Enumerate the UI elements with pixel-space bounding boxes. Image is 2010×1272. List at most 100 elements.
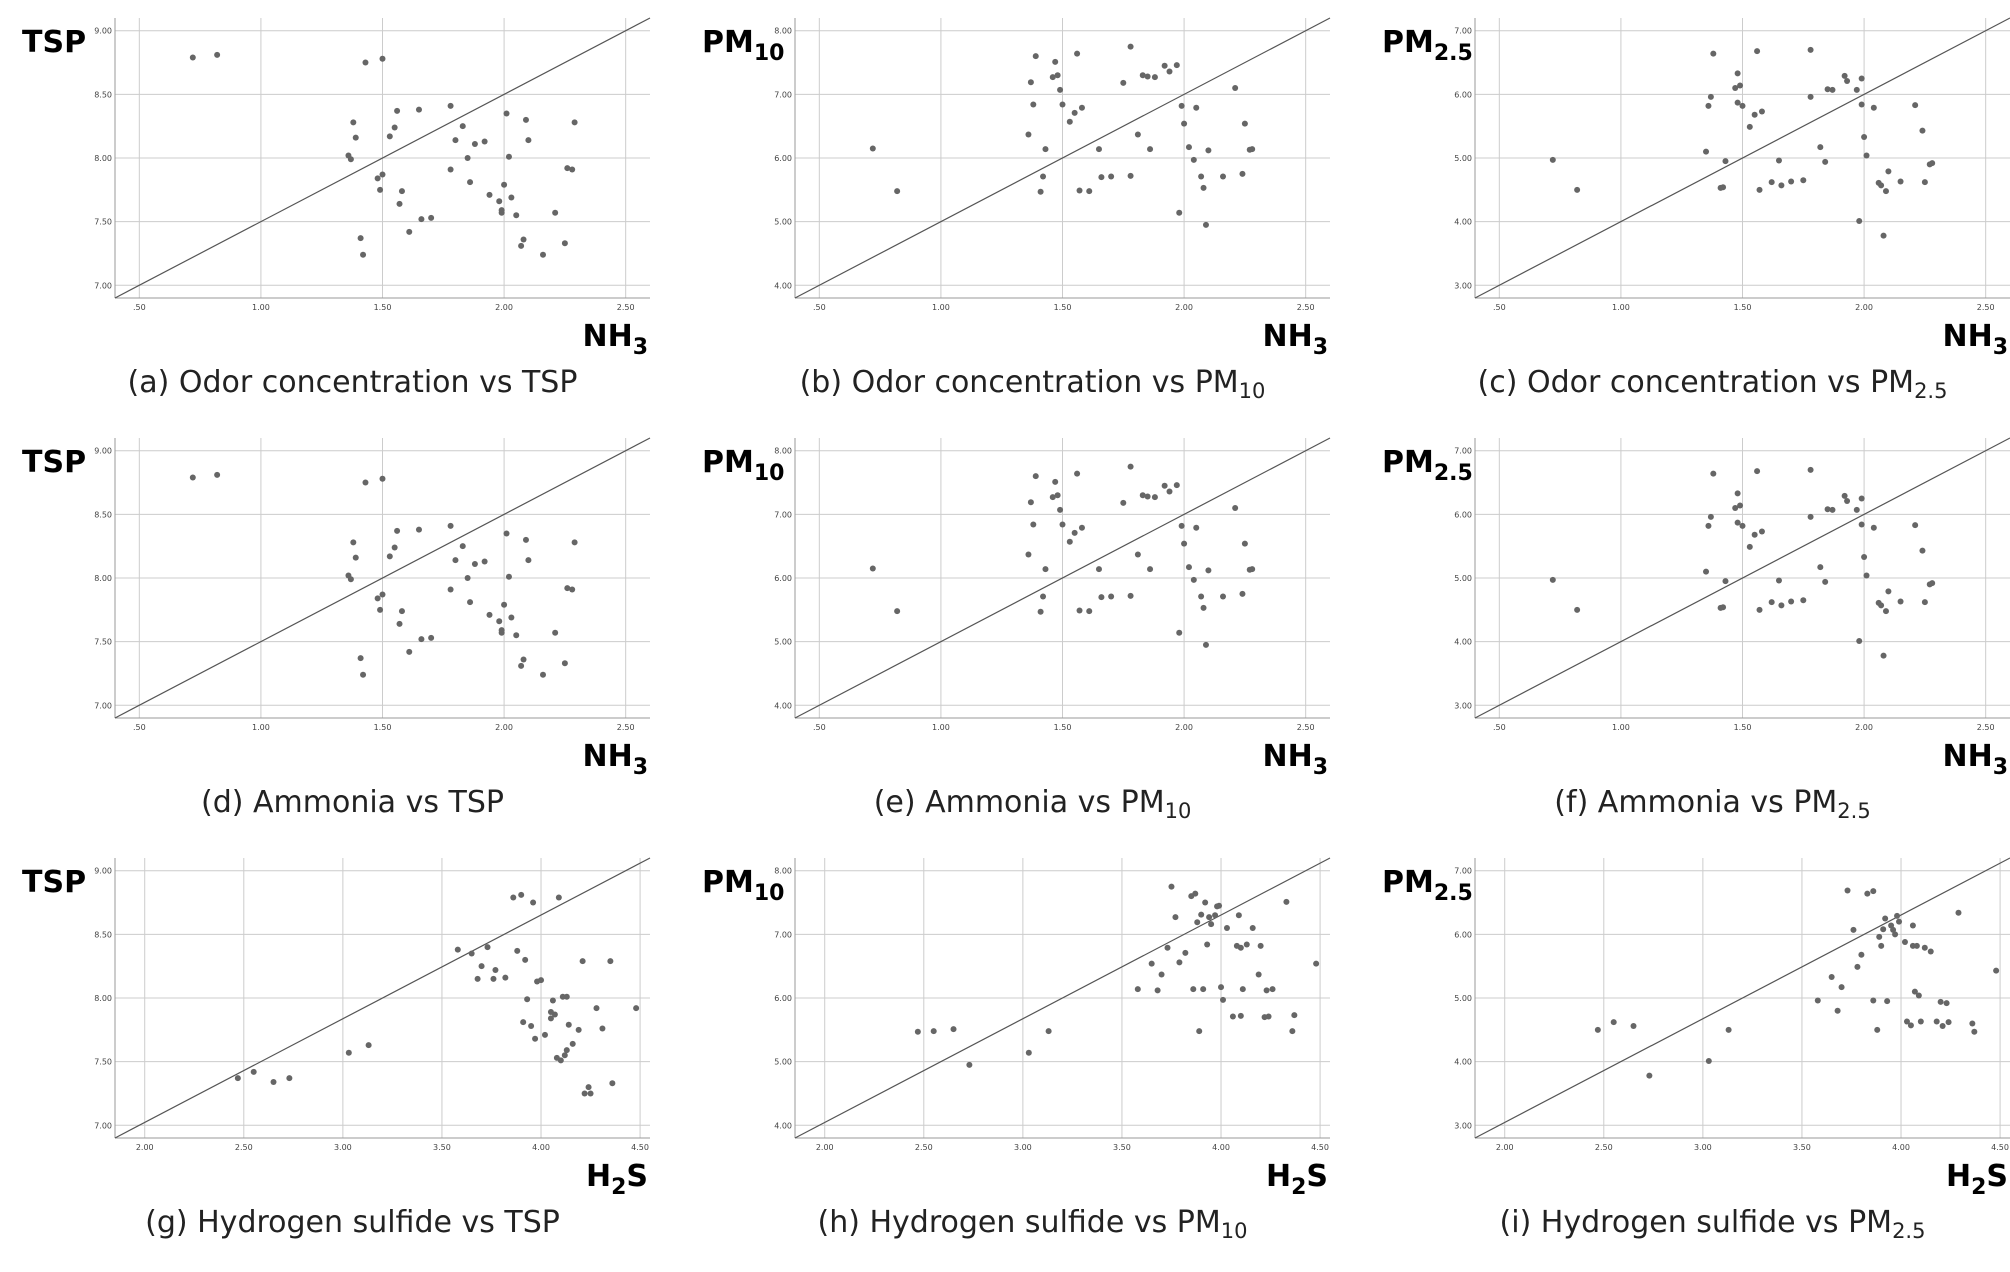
data-point: [1232, 505, 1239, 511]
scatter-plot-g: 2.00 2.50 3.00 3.50 4.00 4.50 7.00 7.50 8.00 8.50…: [22, 857, 651, 1240]
data-point: [1856, 218, 1863, 224]
x-tick-label: 2.00: [816, 1143, 834, 1152]
data-point: [1190, 156, 1197, 163]
data-point: [459, 543, 466, 550]
x-tick-label: 4.50: [1311, 1143, 1329, 1152]
data-point: [1166, 488, 1173, 495]
data-point: [1937, 998, 1944, 1005]
reference-line: [1474, 857, 2010, 1139]
data-point: [1178, 522, 1185, 529]
y-tick-label: 9.00: [94, 27, 112, 36]
data-point: [1205, 147, 1212, 154]
data-point: [1074, 470, 1081, 477]
data-point: [522, 956, 529, 963]
data-point: [1249, 566, 1256, 573]
data-point: [1824, 506, 1831, 513]
data-point: [569, 586, 576, 593]
data-point: [869, 565, 876, 572]
data-point: [1829, 506, 1836, 513]
data-point: [1078, 104, 1085, 111]
data-point: [1844, 887, 1851, 894]
data-point: [552, 629, 559, 636]
y-tick-label: 6.00: [1454, 90, 1472, 99]
data-point: [599, 1025, 606, 1032]
data-point: [1751, 111, 1758, 118]
data-point: [214, 51, 221, 58]
data-point: [1739, 522, 1746, 529]
y-tick-label: 5.00: [1454, 574, 1472, 583]
data-point: [1969, 1020, 1976, 1027]
y-tick-label: 7.50: [94, 218, 112, 227]
data-point: [1828, 974, 1835, 980]
data-point: [1703, 568, 1710, 575]
x-tick-label: .50: [1493, 303, 1506, 312]
data-point: [1907, 1022, 1914, 1029]
data-point: [1834, 1007, 1841, 1014]
data-point: [1134, 551, 1141, 558]
data-point: [1870, 104, 1877, 111]
data-point: [1066, 118, 1073, 125]
data-point: [564, 585, 571, 592]
data-point: [581, 1090, 588, 1097]
data-point: [1181, 540, 1188, 547]
x-axis-label: NH3: [1942, 319, 2008, 360]
data-point: [1705, 522, 1712, 529]
x-tick-label: 2.50: [1977, 303, 1995, 312]
data-point: [1885, 588, 1892, 595]
data-point: [1120, 499, 1127, 506]
data-point: [1045, 1028, 1052, 1035]
data-point: [561, 1052, 568, 1059]
data-point: [1269, 986, 1276, 993]
data-point: [1176, 209, 1183, 216]
data-point: [1864, 890, 1871, 897]
x-tick-label: .50: [813, 303, 826, 312]
data-point: [585, 1084, 592, 1091]
data-point: [362, 59, 369, 66]
data-point: [1239, 170, 1246, 177]
data-point: [1120, 79, 1127, 86]
data-point: [1054, 72, 1061, 79]
data-point: [1921, 179, 1928, 186]
data-point: [1971, 1028, 1978, 1035]
x-tick-label: 2.50: [1297, 303, 1315, 312]
data-point: [522, 536, 529, 543]
data-point: [930, 1028, 937, 1035]
data-point: [1824, 86, 1831, 93]
data-point: [471, 141, 478, 147]
data-point: [1807, 93, 1814, 100]
data-point: [1912, 522, 1919, 529]
data-point: [520, 1019, 527, 1026]
y-tick-label: 8.00: [774, 447, 792, 456]
data-point: [1841, 72, 1848, 79]
data-point: [518, 662, 525, 669]
data-point: [950, 1026, 957, 1033]
data-point: [234, 1075, 241, 1082]
data-point: [1943, 1000, 1950, 1007]
data-point: [1151, 74, 1158, 81]
data-point: [398, 188, 405, 195]
data-point: [563, 993, 570, 1000]
data-point: [1758, 108, 1765, 115]
panel-caption: (d) Ammonia vs TSP: [201, 785, 504, 820]
data-point: [1030, 101, 1037, 108]
data-point: [396, 620, 403, 627]
scatter-plot-a: .50 1.00 1.50 2.00 2.50 7.00 7.50 8.00 8.50 9.00 T…: [22, 17, 651, 400]
data-point: [418, 216, 425, 223]
data-point: [1939, 1023, 1946, 1029]
x-tick-label: 2.50: [1297, 723, 1315, 732]
data-point: [1181, 120, 1188, 127]
data-point: [540, 251, 546, 258]
data-point: [1993, 967, 2000, 974]
data-point: [386, 553, 393, 560]
data-point: [1239, 986, 1246, 993]
data-point: [549, 997, 556, 1004]
data-point: [1919, 547, 1926, 554]
reference-line: [1474, 17, 2010, 299]
data-point: [1192, 890, 1199, 897]
data-point: [1283, 898, 1290, 905]
y-tick-label: 7.00: [1454, 867, 1472, 876]
data-point: [1850, 926, 1857, 933]
data-point: [360, 251, 367, 258]
data-point: [1098, 174, 1105, 181]
x-tick-label: 1.00: [1612, 723, 1630, 732]
